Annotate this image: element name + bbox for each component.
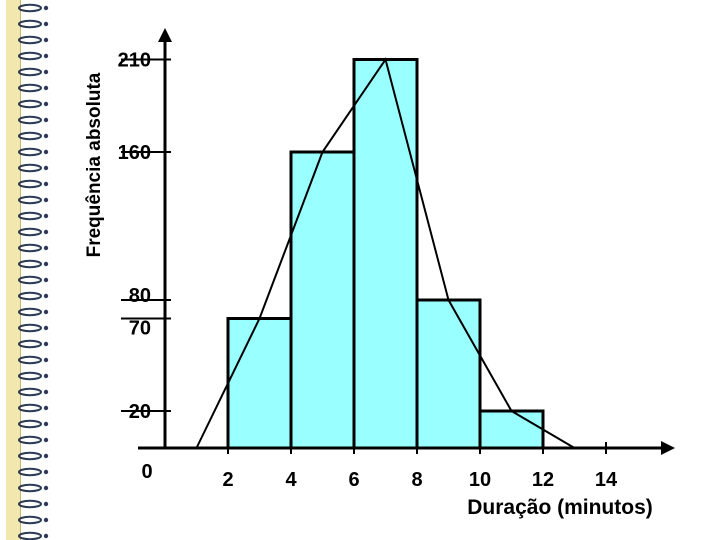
ring-hole	[43, 293, 49, 299]
spiral-ring	[18, 483, 42, 493]
spiral-ring	[18, 307, 42, 317]
ring-hole	[43, 341, 49, 347]
spiral-ring	[18, 195, 42, 205]
spiral-ring	[18, 131, 42, 141]
ring-hole	[43, 309, 49, 315]
ring-hole	[43, 229, 49, 235]
spiral-ring	[18, 275, 42, 285]
spiral-ring	[18, 67, 42, 77]
spiral-ring	[18, 371, 42, 381]
x-tick-label: 2	[222, 469, 233, 491]
spiral-ring	[18, 403, 42, 413]
ring-hole	[43, 325, 49, 331]
y-tick-label: 80	[129, 285, 151, 307]
spiral-ring	[18, 227, 42, 237]
spiral-ring	[18, 499, 42, 509]
spiral-ring	[18, 179, 42, 189]
ring-hole	[43, 501, 49, 507]
spiral-ring	[18, 339, 42, 349]
histogram-bar	[226, 317, 293, 450]
spiral-ring	[18, 243, 42, 253]
spiral-ring	[18, 355, 42, 365]
ring-hole	[43, 213, 49, 219]
y-tick-label: 210	[118, 50, 151, 72]
ring-hole	[43, 517, 49, 523]
y-tick-label: 70	[129, 318, 151, 340]
spiral-ring	[18, 387, 42, 397]
spiral-ring	[18, 83, 42, 93]
spiral-ring	[18, 35, 42, 45]
ring-hole	[43, 389, 49, 395]
ring-hole	[43, 117, 49, 123]
y-tick-label: 20	[129, 401, 151, 423]
spiral-ring	[18, 467, 42, 477]
spiral-ring	[18, 115, 42, 125]
ring-hole	[43, 181, 49, 187]
spiral-ring	[18, 19, 42, 29]
ring-hole	[43, 101, 49, 107]
spiral-ring	[18, 147, 42, 157]
spiral-ring	[18, 51, 42, 61]
ring-hole	[43, 373, 49, 379]
spiral-ring	[18, 3, 42, 13]
notebook-binding	[0, 0, 60, 540]
ring-hole	[43, 277, 49, 283]
ring-hole	[43, 469, 49, 475]
ring-hole	[43, 149, 49, 155]
ring-hole	[43, 197, 49, 203]
spiral-ring	[18, 515, 42, 525]
x-axis-label: Duração (minutos)	[467, 496, 653, 519]
y-axis-arrow	[158, 28, 172, 42]
spiral-ring	[18, 211, 42, 221]
x-tick-label: 0	[141, 461, 152, 483]
x-tick-label: 10	[469, 469, 491, 491]
ring-hole	[43, 437, 49, 443]
ring-hole	[43, 261, 49, 267]
spiral-ring	[18, 163, 42, 173]
histogram-bar	[415, 298, 482, 450]
x-tick-label: 8	[411, 469, 422, 491]
ring-hole	[43, 21, 49, 27]
ring-hole	[43, 53, 49, 59]
x-tick-label: 14	[595, 469, 618, 491]
ring-hole	[43, 357, 49, 363]
y-axis-label: Frequência absoluta	[84, 72, 105, 257]
histogram-bar	[352, 58, 419, 450]
notebook-margin-strip	[6, 0, 21, 540]
ring-hole	[43, 405, 49, 411]
spiral-ring	[18, 259, 42, 269]
ring-hole	[43, 69, 49, 75]
spiral-ring	[18, 99, 42, 109]
ring-hole	[43, 453, 49, 459]
histogram-bar	[289, 150, 356, 450]
ring-hole	[43, 165, 49, 171]
spiral-ring	[18, 323, 42, 333]
spiral-ring	[18, 435, 42, 445]
spiral-ring	[18, 451, 42, 461]
ring-hole	[43, 133, 49, 139]
ring-hole	[43, 85, 49, 91]
ring-hole	[43, 533, 49, 539]
x-tick-label: 12	[532, 469, 554, 491]
x-tick-label: 4	[285, 469, 297, 491]
ring-hole	[43, 245, 49, 251]
frequency-polygon	[195, 57, 576, 449]
spiral-rings	[18, 3, 49, 540]
ring-hole	[43, 421, 49, 427]
spiral-ring	[18, 419, 42, 429]
ring-hole	[43, 485, 49, 491]
ring-hole	[43, 5, 49, 11]
x-axis-arrow	[661, 441, 675, 455]
spiral-ring	[18, 531, 42, 540]
y-tick-label: 160	[118, 142, 151, 164]
x-tick-label: 6	[348, 469, 359, 491]
spiral-ring	[18, 291, 42, 301]
histogram-bar	[478, 409, 545, 450]
ring-hole	[43, 37, 49, 43]
